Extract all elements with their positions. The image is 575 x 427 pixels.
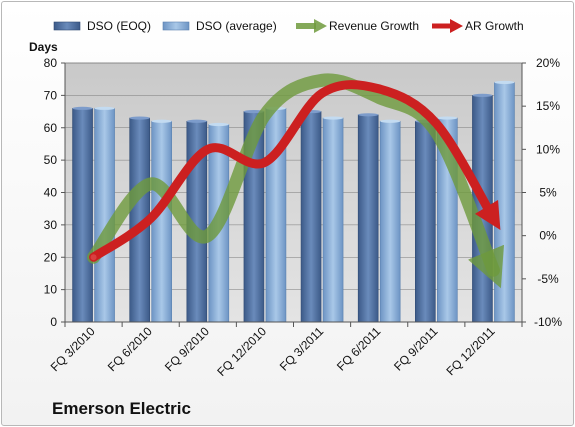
- x-tick-label: FQ 3/2011: [277, 324, 327, 374]
- line-series: [87, 73, 505, 289]
- bar-top-cap: [323, 116, 344, 120]
- legend-label: Revenue Growth: [329, 19, 419, 33]
- bar-top-cap: [151, 119, 172, 123]
- y2-tick-label: 20%: [536, 56, 560, 70]
- legend-label: AR Growth: [465, 19, 524, 33]
- y2-tick-label: -5%: [537, 272, 559, 286]
- bar-dso-eoq: [300, 111, 322, 323]
- ar-growth-line: [89, 80, 501, 262]
- x-tick-label: FQ 9/2011: [391, 324, 441, 374]
- y-tick-label: 80: [44, 56, 58, 70]
- bar-dso-eoq: [72, 108, 93, 323]
- bar-top-cap: [72, 106, 93, 110]
- legend: DSO (EOQ) DSO (average) Revenue Growth AR G…: [53, 19, 524, 33]
- y-tick-label: 30: [44, 218, 58, 232]
- bar-dso-eoq: [415, 120, 436, 323]
- revenue-growth-line: [87, 73, 505, 289]
- x-tick-label: FQ 12/2010: [214, 324, 269, 379]
- bar-dso-average: [151, 120, 172, 323]
- bar-top-cap: [129, 116, 150, 120]
- legend-swatch: [53, 21, 81, 31]
- bar-top-cap: [208, 122, 229, 127]
- legend-arrow-icon: [450, 19, 463, 33]
- legend-label: DSO (average): [196, 19, 277, 33]
- line-start-point: [90, 254, 97, 261]
- y2-tick-label: 5%: [539, 186, 557, 200]
- y-tick-label: 40: [44, 186, 58, 200]
- x-tick-label: FQ 6/2010: [105, 324, 155, 374]
- y-tick-label: 20: [44, 250, 58, 264]
- y-tick-label: 50: [44, 153, 58, 167]
- bar-dso-average: [94, 108, 115, 323]
- x-tick-label: FQ 3/2010: [48, 324, 98, 374]
- y-tick-label: 10: [44, 283, 58, 297]
- bar-top-cap: [186, 119, 207, 123]
- legend-label: DSO (EOQ): [87, 19, 151, 33]
- bar-top-cap: [494, 80, 515, 85]
- bar-dso-average: [322, 117, 344, 323]
- legend-swatch: [162, 21, 190, 31]
- bar-dso-average: [494, 82, 515, 323]
- y-tick-label: 60: [44, 121, 58, 135]
- bar-top-cap: [94, 106, 115, 110]
- bar-top-cap: [472, 93, 493, 97]
- y2-tick-label: -10%: [534, 315, 562, 329]
- legend-arrow-icon: [314, 19, 327, 33]
- company-name: Emerson Electric: [52, 399, 191, 418]
- bar-top-cap: [380, 119, 401, 123]
- y2-tick-label: 15%: [536, 99, 560, 113]
- y-tick-label: 0: [50, 315, 57, 329]
- bar-top-cap: [437, 116, 458, 120]
- bar-top-cap: [358, 113, 379, 117]
- x-tick-label: FQ 9/2010: [162, 324, 212, 374]
- y2-tick-label: 10%: [536, 142, 560, 156]
- x-tick-label: FQ 6/2011: [334, 324, 384, 374]
- bar-dso-eoq: [357, 114, 379, 323]
- x-tick-label: FQ 12/2011: [443, 324, 497, 378]
- y-axis-label: Days: [29, 40, 58, 54]
- y2-tick-label: 0%: [539, 229, 557, 243]
- y-tick-label: 70: [44, 88, 58, 102]
- bar-dso-average: [379, 120, 401, 323]
